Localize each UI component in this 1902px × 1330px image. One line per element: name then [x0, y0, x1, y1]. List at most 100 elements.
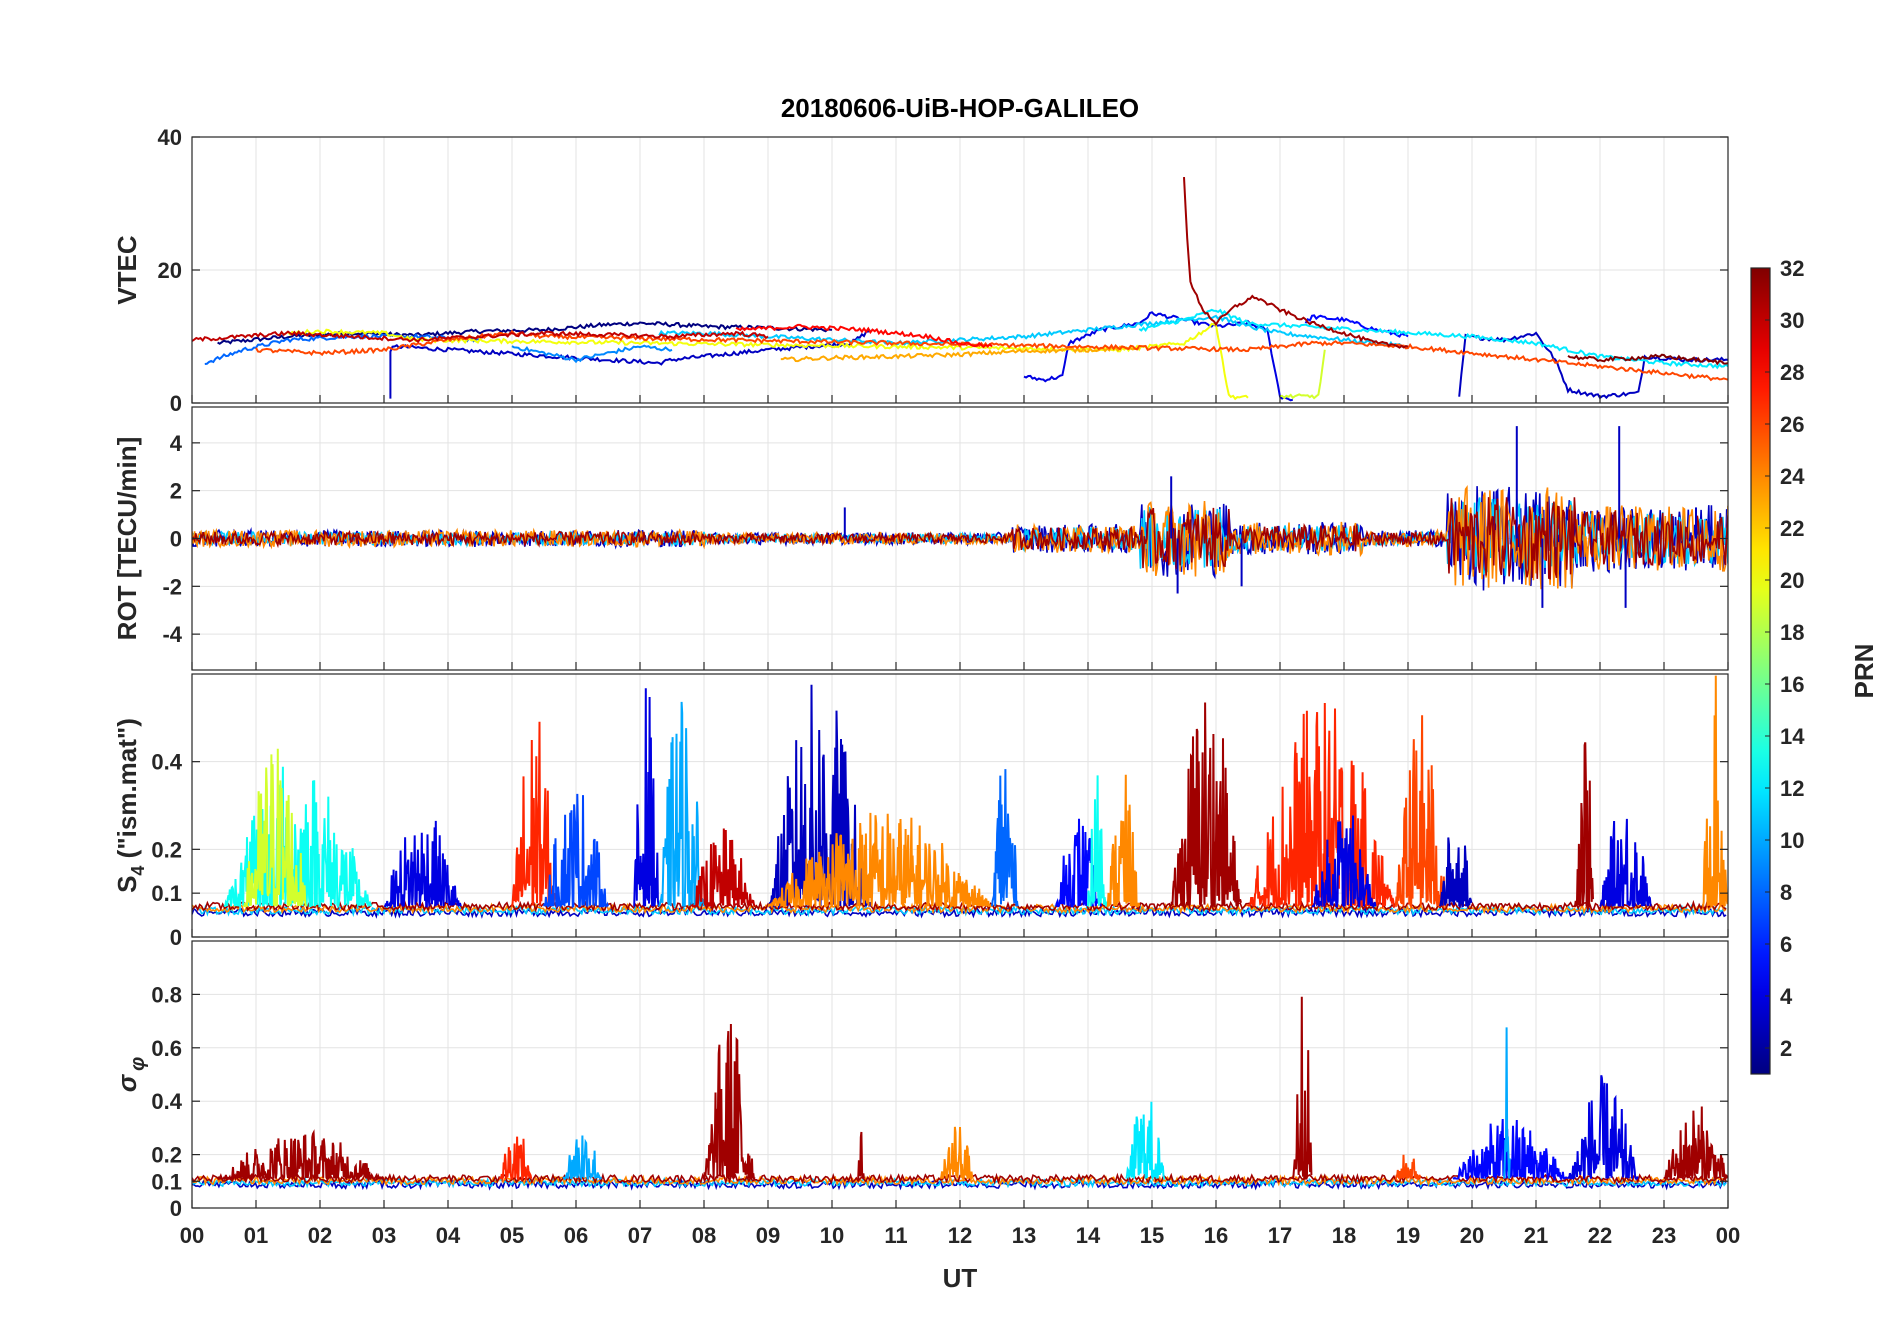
burst-prn-30 — [690, 828, 756, 910]
x-tick-label: 04 — [436, 1223, 461, 1248]
colorbar-tick-label: 14 — [1780, 724, 1805, 749]
burst-prn-24 — [1702, 675, 1728, 908]
burst-prn-19 — [242, 748, 308, 908]
data-series — [192, 426, 1728, 608]
burst-prn-4 — [1567, 1075, 1639, 1181]
y-axis-label: ROT [TECU/min] — [112, 437, 142, 641]
baseline-prn-31 — [192, 1172, 1727, 1185]
colorbar-tick-label: 20 — [1780, 568, 1804, 593]
x-tick-label: 01 — [244, 1223, 268, 1248]
colorbar-tick-label: 16 — [1780, 672, 1804, 697]
x-tick-label: 11 — [884, 1223, 907, 1248]
x-axis-label: UT — [943, 1263, 978, 1293]
series-line-prn-3 — [1458, 331, 1728, 400]
burst-prn-31 — [703, 1023, 756, 1180]
y-tick-label: 0 — [170, 527, 182, 552]
series-line-prn-31 — [192, 497, 1728, 580]
y-tick-label: 0 — [170, 391, 182, 416]
colorbar-tick-label: 6 — [1780, 932, 1792, 957]
x-tick-label: 23 — [1652, 1223, 1676, 1248]
x-tick-label: 09 — [756, 1223, 780, 1248]
burst-prn-4 — [632, 688, 660, 908]
x-tick-label: 22 — [1588, 1223, 1612, 1248]
x-tick-label: 21 — [1524, 1223, 1548, 1248]
data-series — [192, 996, 1728, 1191]
burst-prn-24 — [767, 812, 993, 910]
burst-prn-10 — [658, 701, 705, 908]
burst-prn-31 — [217, 1129, 385, 1183]
x-tick-label: 02 — [308, 1223, 332, 1248]
colorbar-frame — [1750, 267, 1771, 1075]
y-tick-label: 4 — [170, 431, 183, 456]
y-tick-label: 0.4 — [151, 750, 182, 775]
burst-prn-24 — [939, 1126, 974, 1183]
burst-prn-8 — [991, 769, 1019, 907]
y-tick-label: 0.6 — [151, 1036, 182, 1061]
y-tick-label: 2 — [170, 479, 182, 504]
colorbar-tick-label: 22 — [1780, 516, 1804, 541]
x-tick-label: 14 — [1076, 1223, 1101, 1248]
colorbar-gradient — [1751, 268, 1770, 1074]
colorbar-tick-label: 12 — [1780, 776, 1804, 801]
burst-prn-4 — [1599, 818, 1652, 908]
series-line-prn-5 — [1304, 314, 1409, 338]
series-line-prn-23 — [780, 345, 1140, 363]
burst-prn-31 — [1170, 702, 1242, 908]
colorbar-tick-label: 28 — [1780, 360, 1804, 385]
burst-prn-26 — [1394, 1154, 1422, 1181]
colorbar-tick-label: 8 — [1780, 880, 1792, 905]
series-line-prn-30 — [192, 330, 769, 343]
x-tick-label: 10 — [820, 1223, 844, 1248]
y-axis-label: σφ — [112, 1057, 149, 1092]
colorbar-tick-label: 30 — [1780, 308, 1804, 333]
y-tick-label: -2 — [162, 574, 182, 599]
burst-prn-3 — [1439, 837, 1473, 909]
x-tick-label: 05 — [500, 1223, 524, 1248]
burst-prn-7 — [543, 793, 609, 909]
data-series — [192, 177, 1728, 402]
burst-prn-24 — [1106, 774, 1141, 908]
colorbar-tick-label: 4 — [1780, 984, 1793, 1009]
y-tick-label: 20 — [158, 258, 182, 283]
baseline-prn-31 — [192, 899, 1727, 913]
series-line-prn-3 — [389, 329, 872, 399]
x-tick-label: 20 — [1460, 1223, 1484, 1248]
panel-rot: -4 -2 0 2 4 ROT [TECU/min] — [112, 406, 1729, 671]
y-axis-label: S4 ("ism.mat") — [112, 718, 148, 893]
series-line-prn-9 — [511, 344, 673, 364]
y-tick-label: -4 — [162, 622, 182, 647]
colorbar-tick-label: 26 — [1780, 412, 1804, 437]
series-line-prn-31 — [1183, 177, 1409, 349]
y-tick-label: 0.4 — [151, 1089, 182, 1114]
burst-prn-31 — [1291, 996, 1313, 1180]
series-line-prn-19 — [1279, 349, 1326, 400]
y-tick-label: 0.2 — [151, 1143, 182, 1168]
x-tick-label: 07 — [628, 1223, 652, 1248]
panel-vtec: 0 20 40 VTEC — [112, 125, 1729, 416]
colorbar-tick-label: 24 — [1780, 464, 1805, 489]
x-tick-label: 00 — [1716, 1223, 1740, 1248]
series-line-prn-28 — [735, 323, 993, 349]
x-axis: 00 01 02 03 04 05 06 07 08 09 10 11 12 13 14 15 16 17 18 19… — [180, 1223, 1740, 1248]
x-tick-label: 00 — [180, 1223, 204, 1248]
y-tick-label: 0 — [170, 925, 182, 950]
x-tick-label: 06 — [564, 1223, 588, 1248]
series-line-prn-11 — [658, 314, 1409, 350]
colorbar-label: PRN — [1849, 644, 1879, 699]
series-line-prn-20 — [287, 322, 1249, 401]
y-tick-label: 0.1 — [151, 881, 182, 906]
colorbar-tick-label: 10 — [1780, 828, 1804, 853]
baseline-prn-11 — [192, 903, 1727, 918]
burst-prn-10 — [562, 1135, 603, 1181]
x-tick-label: 08 — [692, 1223, 716, 1248]
x-tick-label: 18 — [1332, 1223, 1356, 1248]
x-tick-label: 13 — [1012, 1223, 1036, 1248]
burst-prn-31 — [1663, 1106, 1728, 1183]
burst-prn-10 — [1503, 1027, 1511, 1179]
data-series — [192, 675, 1728, 919]
burst-prn-31 — [857, 1131, 865, 1180]
y-tick-label: 40 — [158, 125, 182, 150]
colorbar-tick-label: 32 — [1780, 256, 1804, 281]
